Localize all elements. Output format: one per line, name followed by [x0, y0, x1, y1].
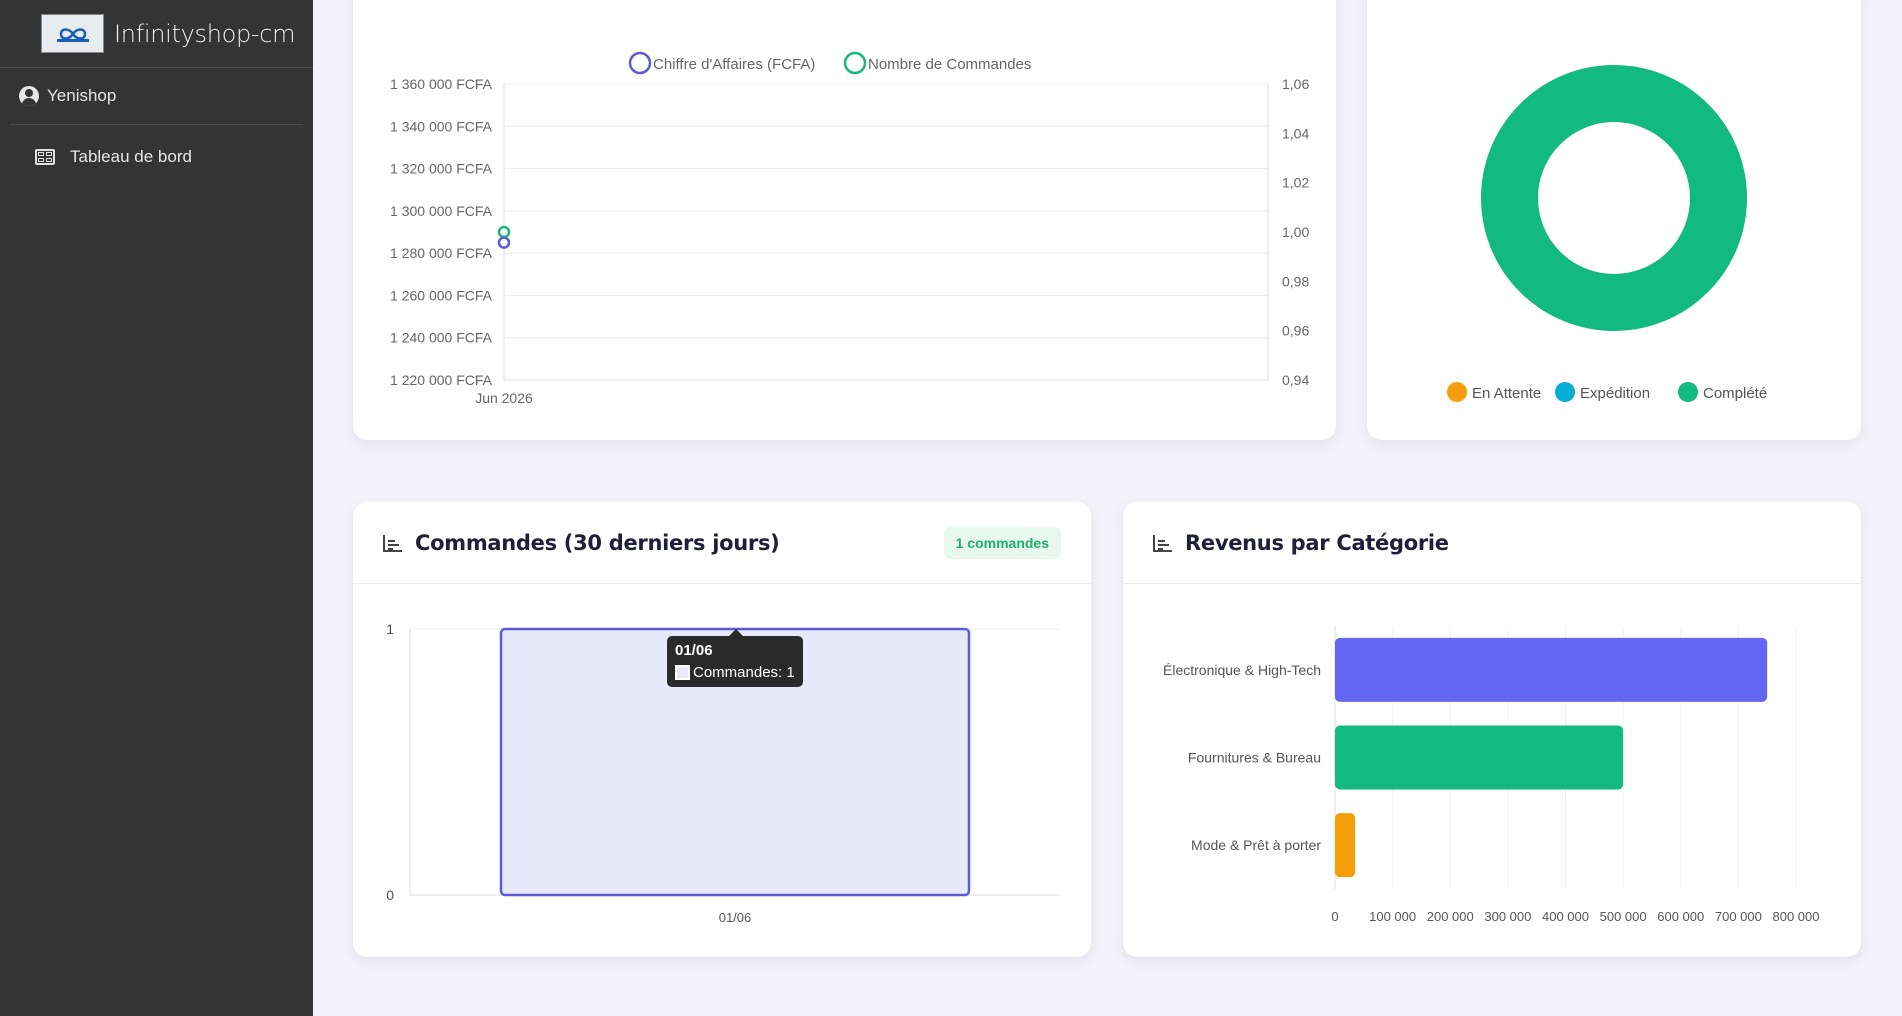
sales-chart-card: Chiffre d'Affaires (FCFA) Nombre de Comma… — [353, 0, 1336, 440]
y-tick-label: Mode & Prêt à porter — [1191, 837, 1321, 853]
x-tick-label: Jun 2026 — [475, 390, 533, 406]
brand-name: Infinityshop-cm — [114, 19, 296, 48]
y-left-tick-label: 1 220 000 FCFA — [390, 372, 493, 388]
legend-marker-1 — [1555, 382, 1575, 402]
orders-card-title: Commandes (30 derniers jours) — [415, 530, 780, 555]
y-right-tick-label: 1,06 — [1282, 76, 1309, 92]
x-tick-label: 200 000 — [1427, 909, 1474, 924]
y-right-tick-label: 0,94 — [1282, 372, 1309, 388]
legend-label-1: Nombre de Commandes — [868, 56, 1031, 73]
sales-line-chart: Chiffre d'Affaires (FCFA) Nombre de Comma… — [390, 51, 1309, 406]
x-tick-label: 100 000 — [1369, 909, 1416, 924]
x-tick-label: 400 000 — [1542, 909, 1589, 924]
tooltip-title: 01/06 — [675, 642, 713, 659]
orders-count-badge: 1 commandes — [943, 526, 1061, 559]
y-left-tick-label: 1 280 000 FCFA — [390, 245, 493, 261]
y-tick-label: Électronique & High-Tech — [1163, 662, 1321, 678]
legend-label-1: Expédition — [1580, 385, 1650, 402]
sidebar: Infinityshop-cm Yenishop Tableau de bord — [0, 0, 313, 1016]
y-left-tick-label: 1 300 000 FCFA — [390, 203, 493, 219]
orders-bar-chart: 1 0 01/06 — [386, 621, 1060, 925]
x-tick-label: 01/06 — [719, 910, 752, 925]
infinity-logo-icon — [56, 27, 89, 42]
brand[interactable]: Infinityshop-cm — [0, 0, 313, 68]
orders-card: Commandes (30 derniers jours) 1 commande… — [353, 502, 1091, 957]
legend-marker-1 — [843, 51, 867, 75]
legend-label-2: Complété — [1703, 385, 1767, 402]
revenue-card-header: Revenus par Catégorie — [1123, 502, 1861, 584]
bar-chart-icon — [1153, 534, 1172, 552]
legend-marker-0 — [628, 51, 652, 75]
x-tick-label: 700 000 — [1715, 909, 1762, 924]
orders-card-header: Commandes (30 derniers jours) 1 commande… — [353, 502, 1091, 584]
tooltip-swatch — [675, 665, 690, 680]
bar-chart-icon — [383, 534, 402, 552]
legend-label-0: Chiffre d'Affaires (FCFA) — [653, 56, 815, 73]
y-tick-label: 1 — [386, 621, 394, 637]
legend-marker-0 — [1447, 382, 1467, 402]
user-name: Yenishop — [47, 86, 117, 105]
x-tick-label: 800 000 — [1773, 909, 1820, 924]
user-circle-icon — [19, 86, 39, 106]
user-panel[interactable]: Yenishop — [10, 68, 303, 125]
revenue-card: Revenus par Catégorie 0 100 000 200 000 300… — [1123, 502, 1861, 957]
y-left-tick-label: 1 240 000 FCFA — [390, 330, 493, 346]
y-right-tick-label: 0,98 — [1282, 273, 1309, 289]
sidebar-item-dashboard[interactable]: Tableau de bord — [0, 133, 313, 181]
x-tick-label: 300 000 — [1484, 909, 1531, 924]
order-status-card: En Attente Expédition Complété — [1367, 0, 1861, 440]
bar — [1335, 637, 1768, 702]
donut-slice-2 — [1481, 65, 1747, 331]
order-status-donut-chart: En Attente Expédition Complété — [1447, 65, 1767, 402]
y-left-tick-label: 1 320 000 FCFA — [390, 161, 493, 177]
sidebar-item-label: Tableau de bord — [70, 147, 192, 166]
revenue-card-title: Revenus par Catégorie — [1185, 530, 1449, 555]
y-tick-label: 0 — [386, 887, 394, 903]
x-tick-label: 0 — [1331, 909, 1338, 924]
data-point-revenue — [497, 236, 511, 249]
y-right-tick-label: 0,96 — [1282, 323, 1309, 339]
x-tick-label: 600 000 — [1657, 909, 1704, 924]
y-right-tick-label: 1,00 — [1282, 224, 1309, 240]
chart-tooltip: 01/06 Commandes: 1 — [667, 629, 803, 687]
legend-marker-2 — [1678, 382, 1698, 402]
brand-logo — [41, 14, 104, 53]
y-right-tick-label: 1,02 — [1282, 175, 1309, 191]
bar — [1335, 725, 1624, 790]
y-left-tick-label: 1 360 000 FCFA — [390, 76, 493, 92]
data-point-orders — [497, 225, 511, 239]
tooltip-label: Commandes: 1 — [693, 664, 795, 681]
revenue-bar-chart: 0 100 000 200 000 300 000 400 000 500 000 600 … — [1163, 626, 1820, 924]
y-left-tick-label: 1 340 000 FCFA — [390, 118, 493, 134]
grid-icon — [35, 149, 55, 165]
legend-label-0: En Attente — [1472, 385, 1541, 402]
y-right-tick-label: 1,04 — [1282, 125, 1309, 141]
y-tick-label: Fournitures & Bureau — [1188, 750, 1321, 766]
bar — [1335, 813, 1356, 878]
y-left-tick-label: 1 260 000 FCFA — [390, 287, 493, 303]
x-tick-label: 500 000 — [1600, 909, 1647, 924]
